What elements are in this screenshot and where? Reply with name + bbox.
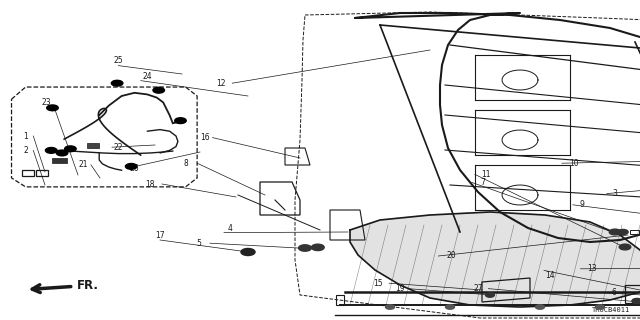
Circle shape: [47, 105, 58, 111]
Text: 1: 1: [23, 132, 28, 140]
Text: 24: 24: [142, 72, 152, 81]
Bar: [22, 171, 34, 176]
Circle shape: [445, 305, 454, 309]
Text: FR.: FR.: [77, 279, 99, 292]
Circle shape: [65, 146, 76, 152]
Text: 25: 25: [113, 56, 124, 65]
Text: 16: 16: [200, 133, 210, 142]
Text: 12: 12: [216, 79, 225, 88]
Bar: [36, 171, 48, 176]
Text: 10: 10: [570, 159, 579, 168]
Text: 22: 22: [114, 143, 123, 152]
Circle shape: [632, 299, 640, 304]
Circle shape: [595, 305, 605, 309]
Circle shape: [486, 293, 495, 297]
Text: 20: 20: [446, 252, 456, 260]
Circle shape: [385, 305, 394, 309]
Text: 27: 27: [474, 284, 484, 293]
Bar: [630, 230, 639, 234]
Text: 14: 14: [545, 271, 556, 280]
Circle shape: [125, 164, 137, 169]
Text: 4: 4: [228, 224, 233, 233]
Circle shape: [536, 305, 545, 309]
Text: 5: 5: [196, 239, 201, 248]
Text: 8: 8: [183, 159, 188, 168]
Circle shape: [153, 87, 164, 93]
Bar: [52, 158, 67, 163]
Circle shape: [312, 244, 324, 251]
Bar: [336, 295, 344, 305]
Text: 19: 19: [395, 284, 405, 293]
Circle shape: [56, 150, 68, 156]
Text: 3: 3: [612, 189, 617, 198]
Circle shape: [299, 245, 312, 251]
Text: 2: 2: [23, 146, 28, 155]
Text: 9: 9: [580, 200, 585, 209]
Text: 23: 23: [41, 98, 51, 107]
Polygon shape: [350, 212, 640, 307]
Circle shape: [618, 229, 628, 235]
Text: 7: 7: [481, 178, 486, 187]
Text: 26: 26: [129, 164, 140, 172]
Circle shape: [45, 148, 57, 153]
Circle shape: [175, 118, 186, 124]
Bar: [87, 143, 99, 148]
Circle shape: [620, 244, 631, 250]
Text: 11: 11: [482, 170, 491, 179]
Circle shape: [241, 248, 255, 255]
Text: 18: 18: [146, 180, 155, 188]
Circle shape: [609, 229, 621, 235]
Text: 15: 15: [372, 279, 383, 288]
Text: 17: 17: [155, 231, 165, 240]
Text: 21: 21: [79, 160, 88, 169]
Circle shape: [111, 80, 123, 86]
Text: 13: 13: [587, 264, 597, 273]
Text: TR0CB4011: TR0CB4011: [592, 307, 630, 313]
Text: 6: 6: [612, 288, 617, 297]
